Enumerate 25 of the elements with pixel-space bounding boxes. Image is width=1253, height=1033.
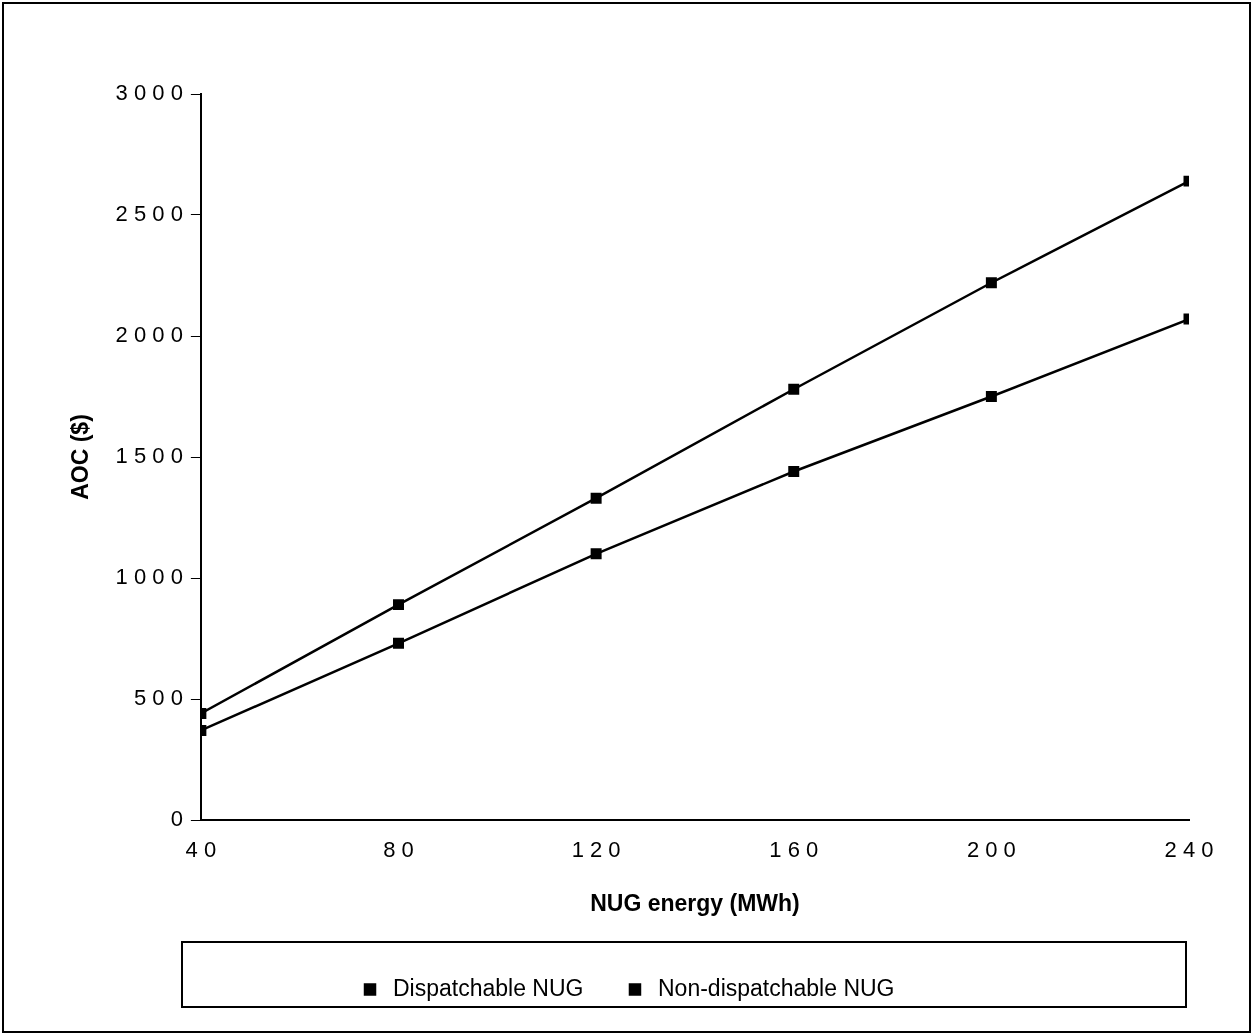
point (788, 466, 800, 478)
y-tick-label: 1 0 0 0 (115, 564, 183, 590)
y-tick-label: 2 5 0 0 (115, 201, 183, 227)
y-tick-label: 2 0 0 0 (115, 322, 183, 348)
point (590, 492, 602, 504)
x-tick-label: 2 4 0 (1164, 837, 1214, 863)
y-tick-label: 1 5 0 0 (115, 443, 183, 469)
point (393, 637, 404, 649)
point (393, 599, 404, 611)
legend-label: Dispatchable NUG (393, 974, 584, 1001)
x-tick-label: 2 0 0 (966, 837, 1016, 863)
legend-label: Non-dispatchable NUG (657, 974, 895, 1001)
x-tick-label: 4 0 (185, 837, 217, 863)
y-axis-title: AOC ($) (67, 414, 94, 500)
y-tick-label: 0 (170, 806, 183, 832)
point (590, 548, 602, 560)
x-tick-label: 8 0 (383, 837, 414, 863)
x-tick-label: 1 2 0 (571, 837, 621, 863)
point (985, 391, 997, 402)
x-tick-label: 1 6 0 (769, 837, 819, 863)
x-axis-title: NUG energy (MWh) (590, 889, 800, 916)
y-tick-label: 5 0 0 (133, 685, 183, 711)
y-tick-label: 3 0 0 0 (115, 80, 183, 106)
point (985, 277, 997, 289)
point (788, 383, 800, 395)
